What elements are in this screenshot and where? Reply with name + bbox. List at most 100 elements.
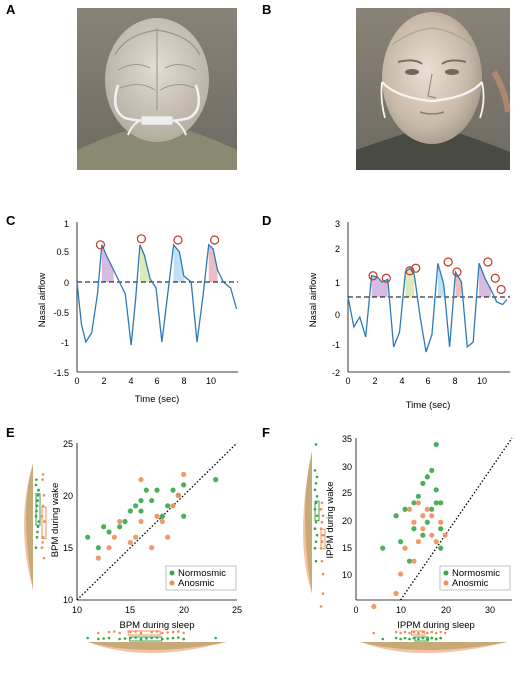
e-sleep-dot (118, 631, 121, 635)
e-point-normosmic (159, 513, 165, 519)
e-x-tick: 15 (125, 605, 135, 615)
c-y-tick: 0.5 (56, 247, 69, 257)
e-legend-normosmic: Normosmic (178, 568, 226, 579)
f-legend-anosmic: Anosmic (452, 578, 489, 589)
f-wake-dot (314, 520, 318, 524)
f-y-tick: 35 (342, 434, 352, 444)
f-wake-dot (315, 495, 319, 498)
d-peak-marker (405, 266, 415, 276)
f-sleep-dot (434, 637, 438, 641)
d-peak-marker (443, 257, 453, 267)
f-point-anosmic (415, 539, 421, 545)
e-legend: Normosmic Anosmic (165, 565, 237, 591)
e-wake-dot (41, 541, 44, 544)
f-sleep-dot (399, 631, 402, 635)
d-x-tick: 4 (399, 376, 404, 386)
e-point-normosmic (143, 487, 149, 493)
f-x-label: IPPM during sleep (397, 620, 475, 631)
f-point-normosmic (438, 545, 444, 551)
f-sleep-dot (408, 637, 411, 641)
f-point-normosmic (420, 532, 426, 538)
e-x-tick: 25 (232, 605, 242, 615)
panel-label-f: F (262, 425, 270, 440)
f-sleep-dot (434, 631, 438, 635)
f-wake-dot (320, 559, 324, 563)
f-sleep-dot (430, 630, 434, 634)
f-legend: Normosmic Anosmic (439, 565, 511, 591)
d-y-label: Nasal airflow (308, 273, 319, 328)
e-point-anosmic (149, 545, 155, 551)
e-sleep-dot (145, 637, 148, 640)
f-wake-density-anosmic (303, 450, 312, 594)
panel-label-d: D (262, 213, 271, 228)
f-point-normosmic (433, 487, 439, 493)
e-sleep-dot (171, 636, 175, 640)
f-wake-box (314, 500, 320, 522)
e-sleep-dot (139, 631, 143, 635)
f-point-normosmic (438, 500, 444, 506)
c-x-tick: 10 (206, 376, 216, 386)
panel-label-e: E (6, 425, 15, 440)
e-wake-dot (40, 546, 44, 549)
f-point-anosmic (438, 519, 444, 525)
f-wake-dot (321, 533, 325, 537)
f-sleep-dot (381, 637, 385, 641)
c-inhale-fill (173, 244, 184, 282)
e-sleep-dot (177, 636, 180, 639)
d-x-tick: 8 (452, 376, 457, 386)
f-point-anosmic (393, 590, 399, 597)
f-sleep-dot (394, 630, 398, 634)
e-sleep-dot (177, 630, 180, 633)
e-point-normosmic (170, 487, 176, 493)
f-point-normosmic (406, 558, 413, 564)
f-wake-dot (319, 605, 323, 608)
f-sleep-dot (430, 636, 434, 640)
f-y-tick: 15 (342, 543, 352, 553)
e-wake-dot (34, 546, 38, 549)
e-wake-dot (42, 494, 46, 497)
c-y-tick: -1 (61, 338, 69, 348)
f-wake-dot (313, 469, 317, 472)
c-y-tick: -0.5 (53, 308, 69, 318)
e-point-normosmic (154, 487, 160, 493)
c-peak-marker (136, 234, 146, 244)
f-wake-dot (319, 507, 323, 511)
e-point-normosmic (117, 524, 123, 530)
d-peak-marker (483, 257, 493, 267)
f-sleep-dot (443, 631, 447, 635)
e-sleep-dot (123, 637, 127, 640)
e-wake-dot (36, 494, 40, 497)
c-peak-marker (173, 235, 183, 245)
f-point-normosmic (411, 526, 417, 532)
e-point-anosmic (170, 503, 176, 509)
chart-panel-d: 0 2 4 6 8 10 3 2 1 0 -1 -2 Time (sec) Na… (308, 219, 487, 411)
e-wake-dot (41, 473, 45, 476)
f-point-normosmic (402, 506, 408, 512)
e-wake-dot (43, 520, 46, 523)
e-point-anosmic (181, 471, 187, 477)
e-wake-dot (37, 520, 40, 523)
e-point-normosmic (122, 518, 128, 525)
c-inhale-fill (101, 244, 114, 282)
e-legend-anosmic: Anosmic (178, 578, 215, 589)
e-point-anosmic (111, 534, 117, 540)
f-sleep-dot (426, 631, 429, 635)
f-wake-dot (315, 475, 319, 479)
f-x-tick: 30 (485, 605, 495, 615)
d-peak-marker (490, 273, 500, 283)
c-y-tick: 1 (64, 219, 69, 229)
e-point-normosmic (106, 529, 112, 535)
f-y-tick: 25 (342, 488, 352, 498)
e-point-anosmic (127, 539, 133, 546)
e-wake-box (35, 493, 41, 526)
d-inhale-fill (405, 268, 415, 297)
c-y-ticks: 1 0.5 0 -0.5 -1 -1.5 (53, 219, 69, 378)
c-x-tick: 0 (74, 376, 79, 386)
d-y-tick: -1 (332, 340, 340, 350)
e-point-normosmic (85, 534, 91, 540)
e-point-normosmic (133, 503, 139, 509)
f-point-anosmic (371, 603, 377, 610)
d-peak-marker (381, 273, 391, 283)
panel-label-b: B (262, 2, 271, 17)
f-point-anosmic (411, 558, 417, 564)
